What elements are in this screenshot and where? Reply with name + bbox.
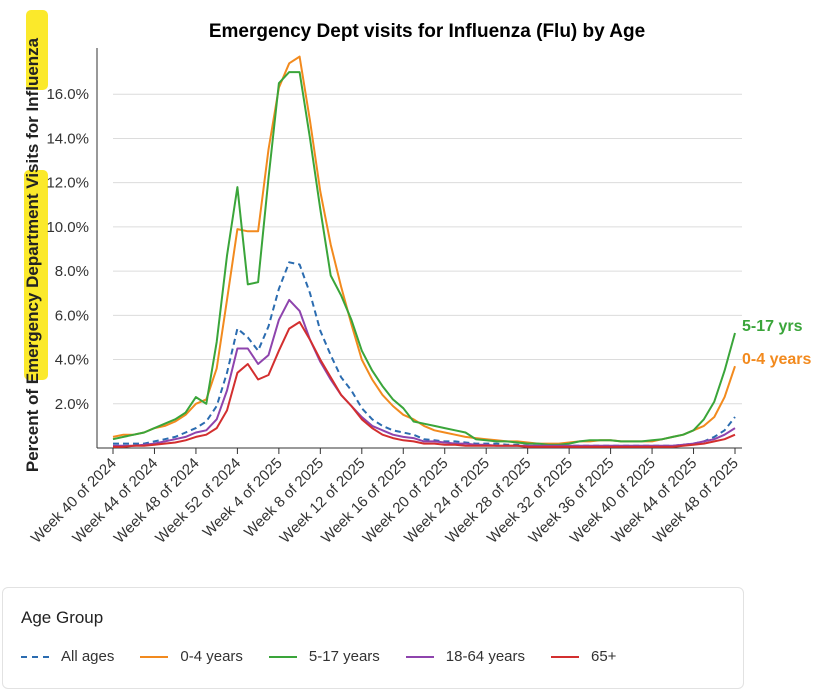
y-tick-label: 10.0% — [46, 219, 89, 236]
legend-swatch — [268, 655, 297, 658]
flu-ed-visits-chart: Emergency Dept visits for Influenza (Flu… — [23, 10, 811, 547]
legend-items: All ages 0-4 years 5-17 years 18-64 years 65… — [21, 648, 642, 665]
y-tick-label: 2.0% — [55, 396, 89, 413]
legend-title: Age Group — [21, 608, 104, 627]
legend-item[interactable]: 18-64 years — [405, 648, 525, 665]
legend-label: 18-64 years — [445, 648, 525, 665]
end-label-5-17-yrs: 5-17 yrs — [742, 318, 803, 335]
legend-item[interactable]: 0-4 years — [140, 648, 243, 665]
legend-label: 65+ — [591, 648, 617, 665]
y-tick-label: 8.0% — [55, 263, 89, 280]
y-tick-labels: 2.0% 4.0% 6.0% 8.0% 10.0% 12.0% 14.0% 16.0% — [46, 86, 89, 413]
y-tick-label: 6.0% — [55, 307, 89, 324]
legend: Age Group All ages 0-4 years 5-17 years 18-… — [2, 587, 744, 689]
y-tick-label: 14.0% — [46, 130, 89, 147]
yellow-highlights — [24, 10, 48, 380]
series-line-0-4-years — [112, 55, 736, 445]
y-tick-label: 16.0% — [46, 86, 89, 103]
legend-label: 0-4 years — [180, 648, 243, 665]
legend-label: 5-17 years — [308, 648, 380, 665]
y-tick-label: 4.0% — [55, 352, 89, 369]
chart-title: Emergency Dept visits for Influenza (Flu… — [209, 21, 645, 42]
axes — [96, 48, 742, 449]
legend-swatch — [21, 655, 49, 658]
highlight-mark — [24, 170, 48, 380]
legend-swatch — [140, 655, 169, 658]
legend-item[interactable]: 65+ — [551, 648, 616, 665]
end-label-0-4-years: 0-4 years — [742, 351, 811, 368]
highlight-mark — [26, 10, 48, 90]
series-end-labels: 0-4 years 5-17 yrs — [742, 318, 811, 368]
y-tick-label: 12.0% — [46, 175, 89, 192]
legend-item[interactable]: All ages — [21, 648, 114, 665]
series-line-5-17-yrs — [112, 71, 736, 446]
legend-label: All ages — [61, 648, 115, 665]
series-lines — [112, 55, 736, 448]
series-line-65- — [113, 321, 736, 448]
series-line-18-64-years — [113, 298, 736, 447]
legend-item[interactable]: 5-17 years — [268, 648, 380, 665]
legend-swatch — [405, 655, 434, 658]
series-line-all-ages — [113, 261, 736, 447]
legend-swatch — [551, 655, 579, 658]
y-axis-label: Percent of Emergency Department Visits f… — [23, 37, 42, 472]
gridlines — [113, 93, 742, 405]
